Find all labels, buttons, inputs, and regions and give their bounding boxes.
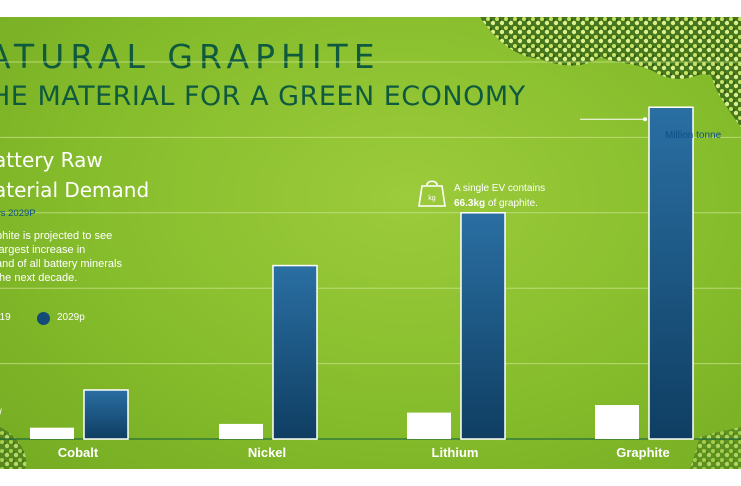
- bar-chart: [0, 61, 741, 440]
- annotation-callout: kg A single EV contains 66.3kg of graphi…: [418, 177, 668, 217]
- bar-2029p-nickel: [272, 264, 318, 440]
- infographic: ATURAL GRAPHITE HE MATERIAL FOR A GREEN …: [0, 17, 741, 469]
- chart-title: attery Raw aterial Demand: [0, 145, 149, 205]
- legend-swatch-2029: [37, 312, 50, 325]
- annotation-value: 66.3kg: [454, 198, 486, 209]
- annotation-suffix: of graphite.: [487, 198, 538, 209]
- category-label-nickel: Nickel: [247, 445, 287, 460]
- description-line: phite is projected to see: [0, 230, 113, 242]
- bar-2029p-lithium: [460, 212, 506, 440]
- category-label-graphite: Graphite: [616, 445, 670, 460]
- annotation-line-1: A single EV contains: [454, 183, 546, 194]
- bar-2019-graphite: [595, 405, 639, 439]
- bar-2019-nickel: [219, 423, 263, 439]
- annotation-leader-dot: [643, 117, 647, 122]
- page-subtitle: HE MATERIAL FOR A GREEN ECONOMY: [0, 81, 526, 112]
- unit-label: Million tonne: [665, 130, 722, 141]
- bar-2019-cobalt: [30, 427, 74, 439]
- bar-2019-lithium: [407, 412, 451, 439]
- description-line: the next decade.: [0, 272, 78, 284]
- legend-label-2029: 2029p: [57, 312, 85, 323]
- page-title: ATURAL GRAPHITE: [0, 37, 381, 76]
- category-label-cobalt: Cobalt: [57, 445, 99, 460]
- description-line: largest increase in: [0, 244, 86, 256]
- chart-title-line: attery Raw: [0, 148, 103, 172]
- period-label: vs 2029P: [0, 208, 36, 219]
- weight-icon: kg: [418, 180, 446, 207]
- bar-2029p-cobalt: [83, 389, 129, 440]
- category-label-lithium: Lithium: [431, 445, 479, 460]
- svg-text:kg: kg: [428, 195, 436, 202]
- legend-label-2019: 019: [0, 312, 11, 323]
- description-line: and of all battery minerals: [0, 258, 122, 270]
- chart-title-line: aterial Demand: [0, 178, 150, 202]
- y-tick-label: /: [0, 408, 2, 419]
- chart-description: phite is projected to see largest increa…: [0, 229, 122, 285]
- bar-2029p-graphite: [648, 106, 694, 440]
